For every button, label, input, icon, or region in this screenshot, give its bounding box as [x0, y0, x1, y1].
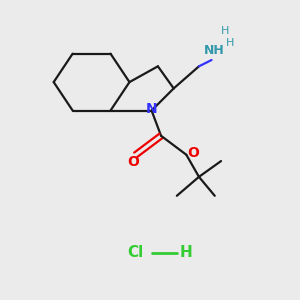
Text: H: H — [225, 38, 234, 48]
Text: O: O — [127, 155, 139, 169]
Text: NH: NH — [204, 44, 225, 57]
Text: O: O — [187, 146, 199, 160]
Text: H: H — [180, 245, 193, 260]
Text: N: N — [146, 102, 158, 116]
Text: H: H — [221, 26, 229, 36]
Text: Cl: Cl — [128, 245, 144, 260]
